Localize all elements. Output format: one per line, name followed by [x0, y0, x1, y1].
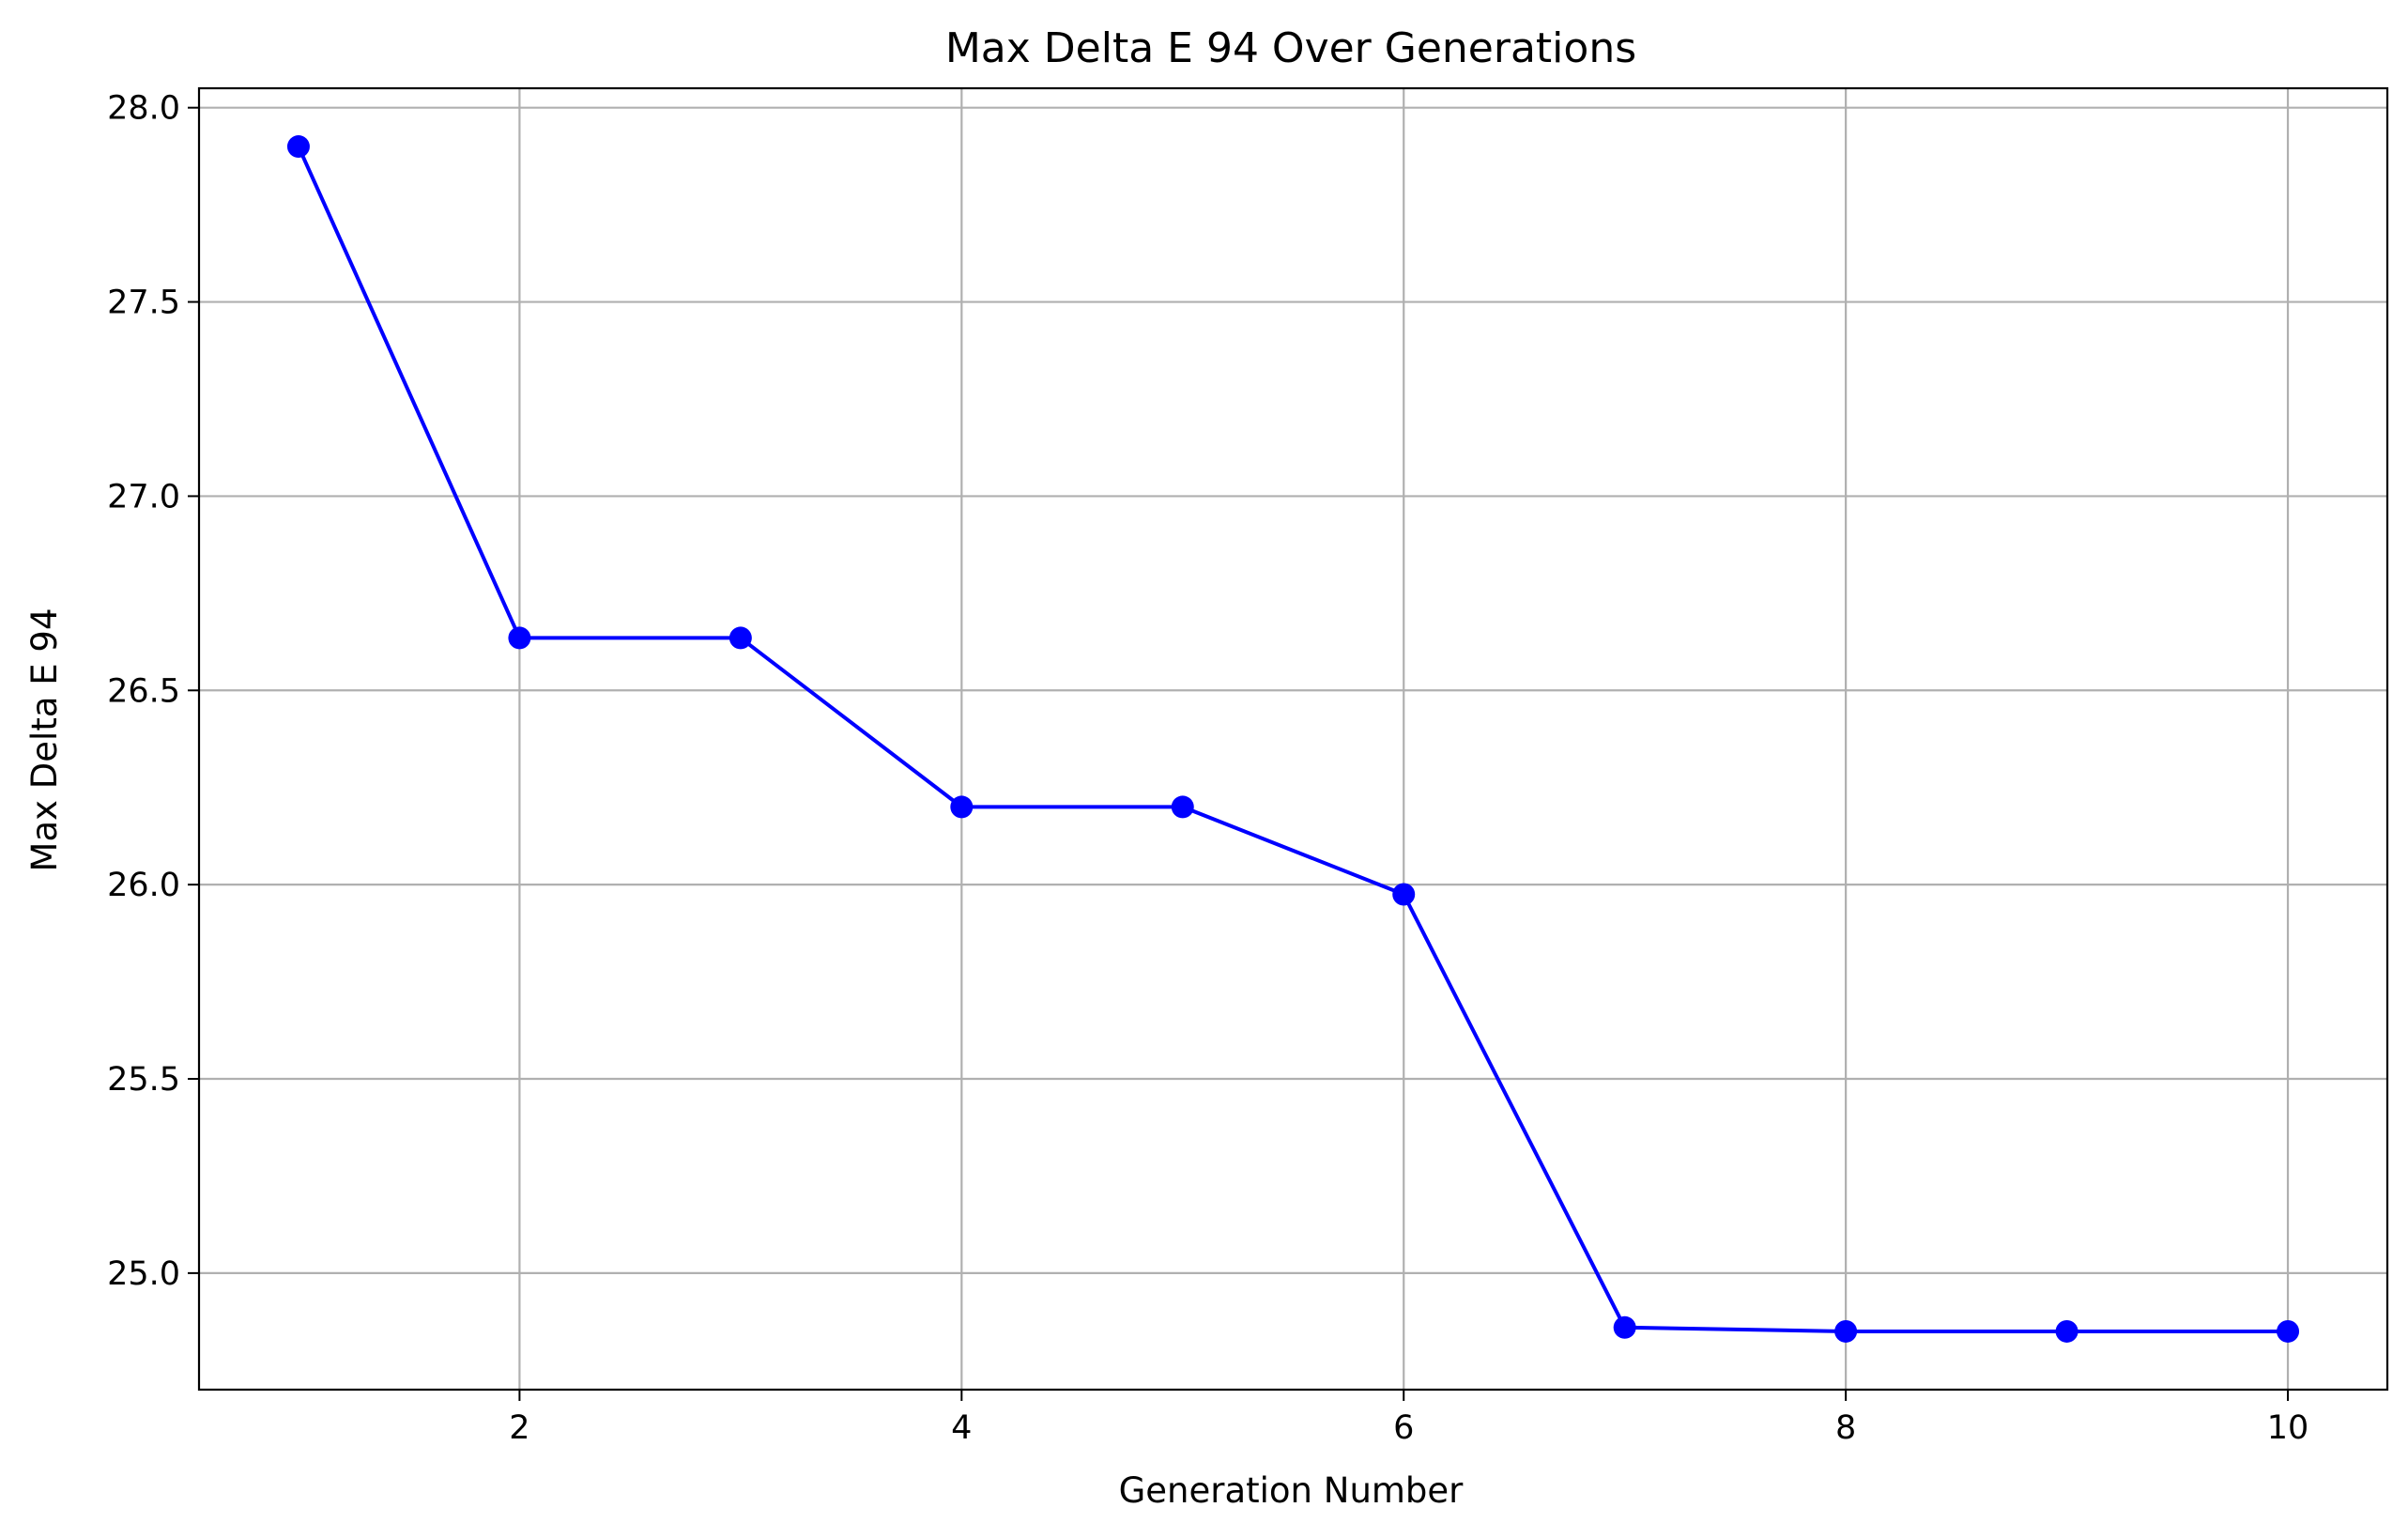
- y-tick-label: 27.0: [107, 478, 180, 515]
- y-tick-label: 25.5: [107, 1061, 180, 1099]
- y-tick-label: 26.5: [107, 672, 180, 710]
- data-point: [1171, 795, 1194, 819]
- x-tick-label: 4: [951, 1409, 972, 1447]
- x-axis-label: Generation Number: [1119, 1470, 1465, 1511]
- data-point: [1613, 1315, 1636, 1339]
- data-point: [1392, 883, 1416, 906]
- data-point: [2277, 1319, 2300, 1343]
- data-point: [950, 795, 974, 819]
- y-tick-label: 27.5: [107, 285, 180, 322]
- x-tick-label: 10: [2267, 1409, 2309, 1447]
- chart-title: Max Delta E 94 Over Generations: [945, 24, 1636, 72]
- data-point: [2055, 1319, 2078, 1343]
- y-tick-label: 26.0: [107, 867, 180, 904]
- grid-lines: [199, 88, 2387, 1390]
- series-line: [297, 146, 2289, 1333]
- x-tick-label: 6: [1393, 1409, 1414, 1447]
- data-point: [508, 626, 531, 650]
- y-tick-label: 28.0: [107, 90, 180, 128]
- data-point: [1834, 1319, 1858, 1343]
- data-point: [286, 135, 310, 159]
- axis-ticks: 2 4 6 8 10 25.0 25.5 26.0 26.5 27.0 27.5 28.0: [107, 90, 2308, 1447]
- y-axis-label: Max Delta E 94: [24, 608, 65, 872]
- y-tick-label: 25.0: [107, 1255, 180, 1293]
- data-series: [286, 135, 2300, 1343]
- x-tick-label: 2: [509, 1409, 529, 1447]
- data-point: [729, 626, 752, 650]
- plot-frame: [197, 86, 2389, 1392]
- x-tick-label: 8: [1835, 1409, 1856, 1447]
